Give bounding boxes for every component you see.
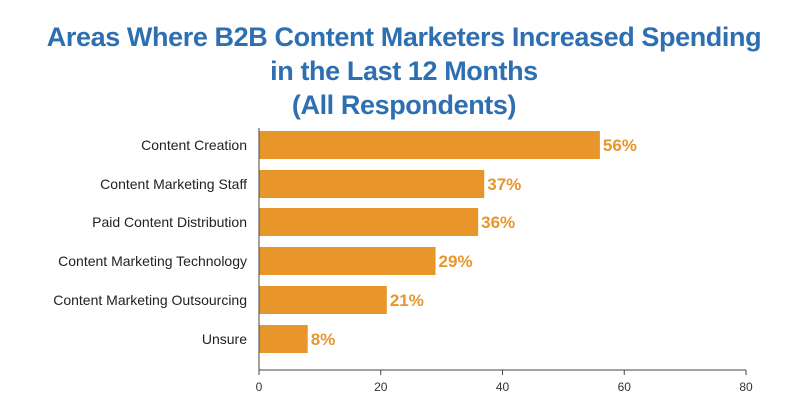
bar xyxy=(259,208,479,236)
bar xyxy=(259,286,387,314)
value-label: 29% xyxy=(439,252,473,271)
x-tick-label: 40 xyxy=(496,380,510,394)
category-label: Content Creation xyxy=(141,137,247,153)
bar xyxy=(259,131,600,159)
x-tick-label: 20 xyxy=(374,380,388,394)
value-label: 56% xyxy=(603,136,637,155)
category-label: Unsure xyxy=(202,331,247,347)
category-label: Content Marketing Staff xyxy=(100,176,247,192)
chart-title-line-3: (All Respondents) xyxy=(291,90,517,120)
x-tick-label: 60 xyxy=(618,380,632,394)
category-label: Paid Content Distribution xyxy=(92,214,247,230)
value-label: 21% xyxy=(390,291,424,310)
category-label: Content Marketing Technology xyxy=(58,253,247,269)
chart-title: Areas Where B2B Content Marketers Increa… xyxy=(0,20,808,122)
axis-layer: 0 20 40 60 80 xyxy=(256,128,753,394)
category-label: Content Marketing Outsourcing xyxy=(53,292,247,308)
x-tick-label: 80 xyxy=(739,380,753,394)
bar xyxy=(259,325,308,353)
bars-layer: Content Creation 56% Content Marketing Sta… xyxy=(53,131,637,353)
value-label: 37% xyxy=(487,175,521,194)
bar xyxy=(259,247,436,275)
chart-title-line-2: in the Last 12 Months xyxy=(270,56,538,86)
bar xyxy=(259,170,485,198)
value-label: 36% xyxy=(481,213,515,232)
x-tick-label: 0 xyxy=(256,380,263,394)
chart-title-line-1: Areas Where B2B Content Marketers Increa… xyxy=(46,22,762,52)
value-label: 8% xyxy=(311,330,336,349)
